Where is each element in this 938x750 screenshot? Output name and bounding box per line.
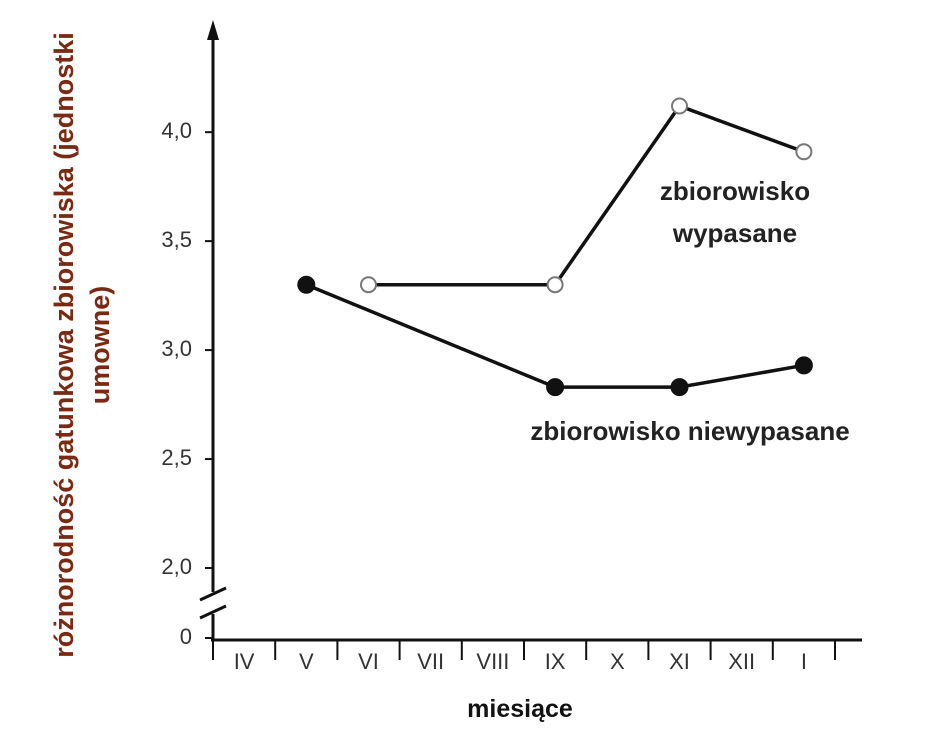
y-tick-label: 2,0 [161, 554, 192, 579]
x-tick-label: X [610, 649, 625, 674]
x-tick-label: XI [669, 649, 690, 674]
data-point [670, 378, 689, 397]
x-tick-label: VIII [476, 649, 509, 674]
data-point [794, 356, 813, 375]
series-label: zbiorowisko wypasane [659, 176, 811, 248]
x-tick-label: V [299, 649, 314, 674]
axis-break [199, 604, 227, 620]
data-point [671, 97, 688, 115]
axis-break [199, 586, 227, 602]
series-line [368, 103, 805, 287]
x-tick-label: VII [417, 649, 444, 674]
series-label: zbiorowisko niewypasane [530, 416, 850, 446]
x-axis-title: miesiące [467, 695, 573, 723]
data-point [297, 275, 316, 294]
x-tick-label: XII [728, 649, 755, 674]
data-point [546, 276, 564, 294]
data-point [360, 276, 377, 294]
x-tick-label: I [801, 649, 807, 674]
y-tick-label: 2,5 [161, 445, 192, 470]
y-tick-label: 3,5 [161, 227, 192, 252]
y-tick-label: 0 [180, 624, 192, 649]
y-axis-arrow [207, 20, 219, 40]
data-point [795, 143, 813, 161]
y-axis-title: różnorodność gatunkowa zbiorowiska (jedn… [49, 32, 115, 658]
y-tick-label: 3,0 [161, 336, 192, 361]
x-tick-label: IV [234, 649, 255, 674]
series-line [305, 283, 805, 389]
x-tick-label: VI [358, 649, 379, 674]
y-tick-label: 4,0 [161, 118, 192, 143]
data-point [546, 378, 565, 397]
x-tick-label: IX [545, 649, 566, 674]
